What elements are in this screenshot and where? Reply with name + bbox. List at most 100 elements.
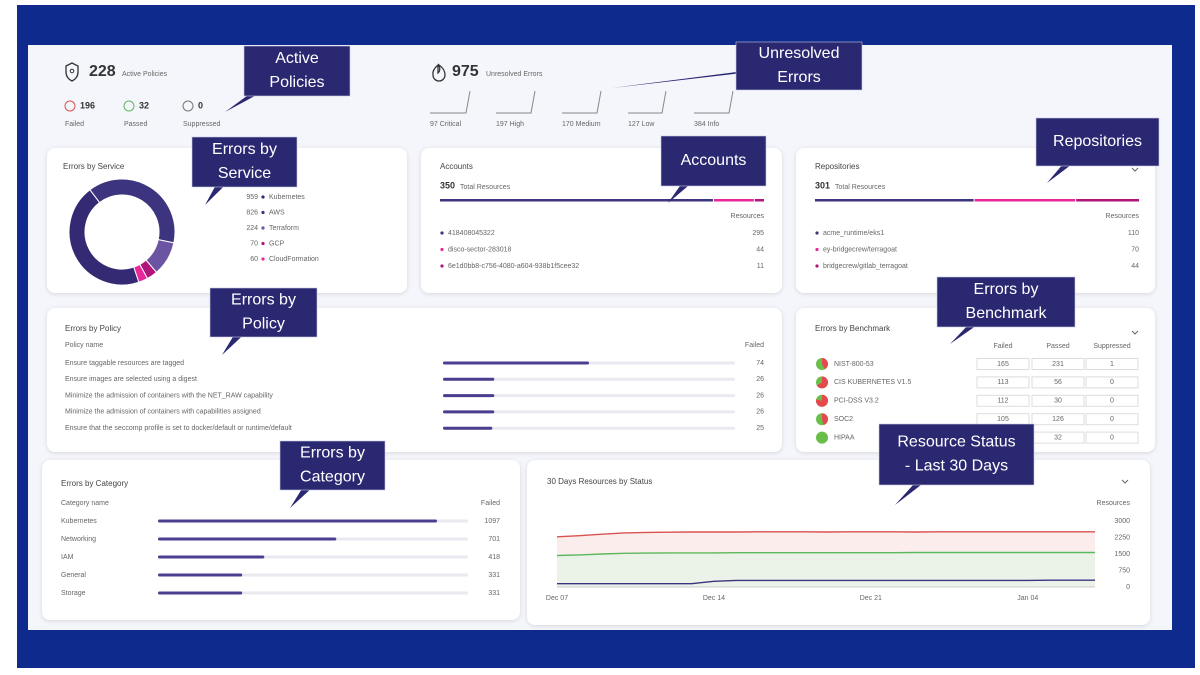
row-value: 701	[488, 536, 500, 543]
row-value: 295	[752, 230, 764, 237]
cell-value: 32	[1054, 434, 1062, 441]
row-name: acme_runtime/eks1	[823, 230, 884, 237]
total-label: Total Resources	[460, 184, 511, 191]
row-name: Minimize the admission of containers wit…	[65, 392, 273, 399]
value-cell	[1031, 413, 1085, 426]
series-line	[557, 579, 1095, 585]
callout-text: Benchmark	[966, 305, 1048, 322]
row-value: 110	[1128, 230, 1139, 237]
chevron[interactable]	[1131, 167, 1139, 172]
bar	[158, 591, 243, 595]
card-title: Errors by Service	[63, 162, 125, 171]
bar	[158, 573, 243, 577]
value-cell	[1085, 358, 1139, 370]
bar	[443, 426, 493, 430]
row-dot	[440, 231, 444, 235]
total-value: 350	[440, 180, 455, 190]
callout-text: Active	[275, 50, 319, 67]
axis-label: Resources	[1097, 500, 1131, 507]
kpi-value: 975	[452, 63, 479, 80]
row-name: SOC2	[834, 416, 853, 423]
pie-failed	[816, 376, 829, 389]
callout-text: Repositories	[1053, 133, 1142, 150]
bar	[443, 410, 495, 414]
series-line	[556, 531, 1095, 538]
bar-track	[443, 394, 735, 398]
column-header: Resources	[1106, 213, 1140, 220]
value-cell	[976, 376, 1030, 389]
severity-label: 384 Info	[694, 121, 719, 128]
row-name: 6e1d0bb8-c756-4080-a604-938b1f5cee32	[448, 263, 579, 270]
value-cell	[976, 358, 1030, 370]
cell-value: 112	[997, 398, 1008, 405]
callout-text: Errors by	[974, 281, 1039, 298]
column-header: Passed	[1046, 343, 1069, 350]
row-name: General	[61, 572, 86, 579]
value-cell	[1085, 413, 1139, 426]
legend-label: Kubernetes	[269, 194, 305, 201]
stat-value: 32	[139, 100, 149, 110]
value-cell	[1031, 376, 1085, 389]
column-header: Failed	[481, 500, 500, 507]
severity-label: 97 Critical	[430, 121, 462, 128]
chevron[interactable]	[1121, 479, 1129, 484]
row-name: bridgecrew/gitlab_terragoat	[823, 263, 908, 270]
value-cell	[976, 394, 1030, 407]
bar-track	[443, 426, 735, 430]
stack-segment	[974, 199, 1076, 202]
bar	[443, 361, 589, 365]
row-value: 26	[756, 409, 764, 416]
row-dot	[440, 247, 444, 252]
callout-box	[1035, 117, 1160, 167]
callout-text: Errors	[777, 69, 821, 86]
stack-segment	[1076, 199, 1139, 202]
sparkline	[430, 90, 471, 114]
y-tick-label: 1500	[1114, 551, 1130, 558]
row-name: IAM	[61, 554, 74, 561]
stat-value: 0	[198, 100, 203, 110]
row-value: 74	[756, 360, 764, 367]
column-header: Suppressed	[1093, 343, 1130, 350]
callout-text: Errors by	[231, 292, 296, 309]
series-line	[556, 551, 1095, 557]
cell-value: 0	[1110, 416, 1114, 423]
shield-icon	[65, 62, 79, 82]
kpi-label: Unresolved Errors	[486, 71, 543, 78]
fire-icon	[432, 63, 446, 82]
severity-label: 170 Medium	[562, 121, 601, 128]
legend-value: 224	[246, 225, 258, 232]
chevron[interactable]	[1131, 330, 1139, 335]
row-value: 1097	[484, 518, 500, 525]
x-tick-label: Dec 21	[860, 595, 882, 602]
card	[796, 148, 1155, 293]
sparkline	[496, 90, 536, 114]
callout-box	[660, 135, 767, 187]
row-value: 418	[488, 554, 500, 561]
stat-icon	[182, 100, 194, 112]
chart-title: 30 Days Resources by Status	[547, 477, 652, 486]
legend-label: GCP	[269, 240, 285, 247]
callout-box	[936, 276, 1076, 328]
callout-text: Accounts	[681, 152, 747, 169]
row-name: Kubernetes	[61, 518, 97, 525]
donut-slice	[133, 263, 149, 283]
row-name: Minimize the admission of containers wit…	[65, 409, 261, 416]
row-dot	[815, 264, 819, 268]
row-name: Ensure that the seccomp profile is set t…	[65, 425, 292, 432]
pie-failed	[816, 394, 829, 407]
card-title: Errors by Policy	[65, 324, 121, 333]
severity-label: 127 Low	[628, 121, 655, 128]
card-title: Errors by Category	[61, 479, 128, 488]
sparkline	[628, 90, 667, 114]
callout-box	[191, 136, 298, 188]
y-tick-label: 3000	[1114, 518, 1130, 525]
bar	[158, 537, 337, 541]
callout-box	[878, 423, 1035, 486]
legend-dot	[261, 210, 265, 215]
legend-dot	[261, 195, 265, 199]
row-dot	[440, 264, 444, 268]
row-value: 331	[488, 572, 500, 579]
row-name: Networking	[61, 536, 96, 543]
callout-text: Errors by	[300, 445, 365, 462]
